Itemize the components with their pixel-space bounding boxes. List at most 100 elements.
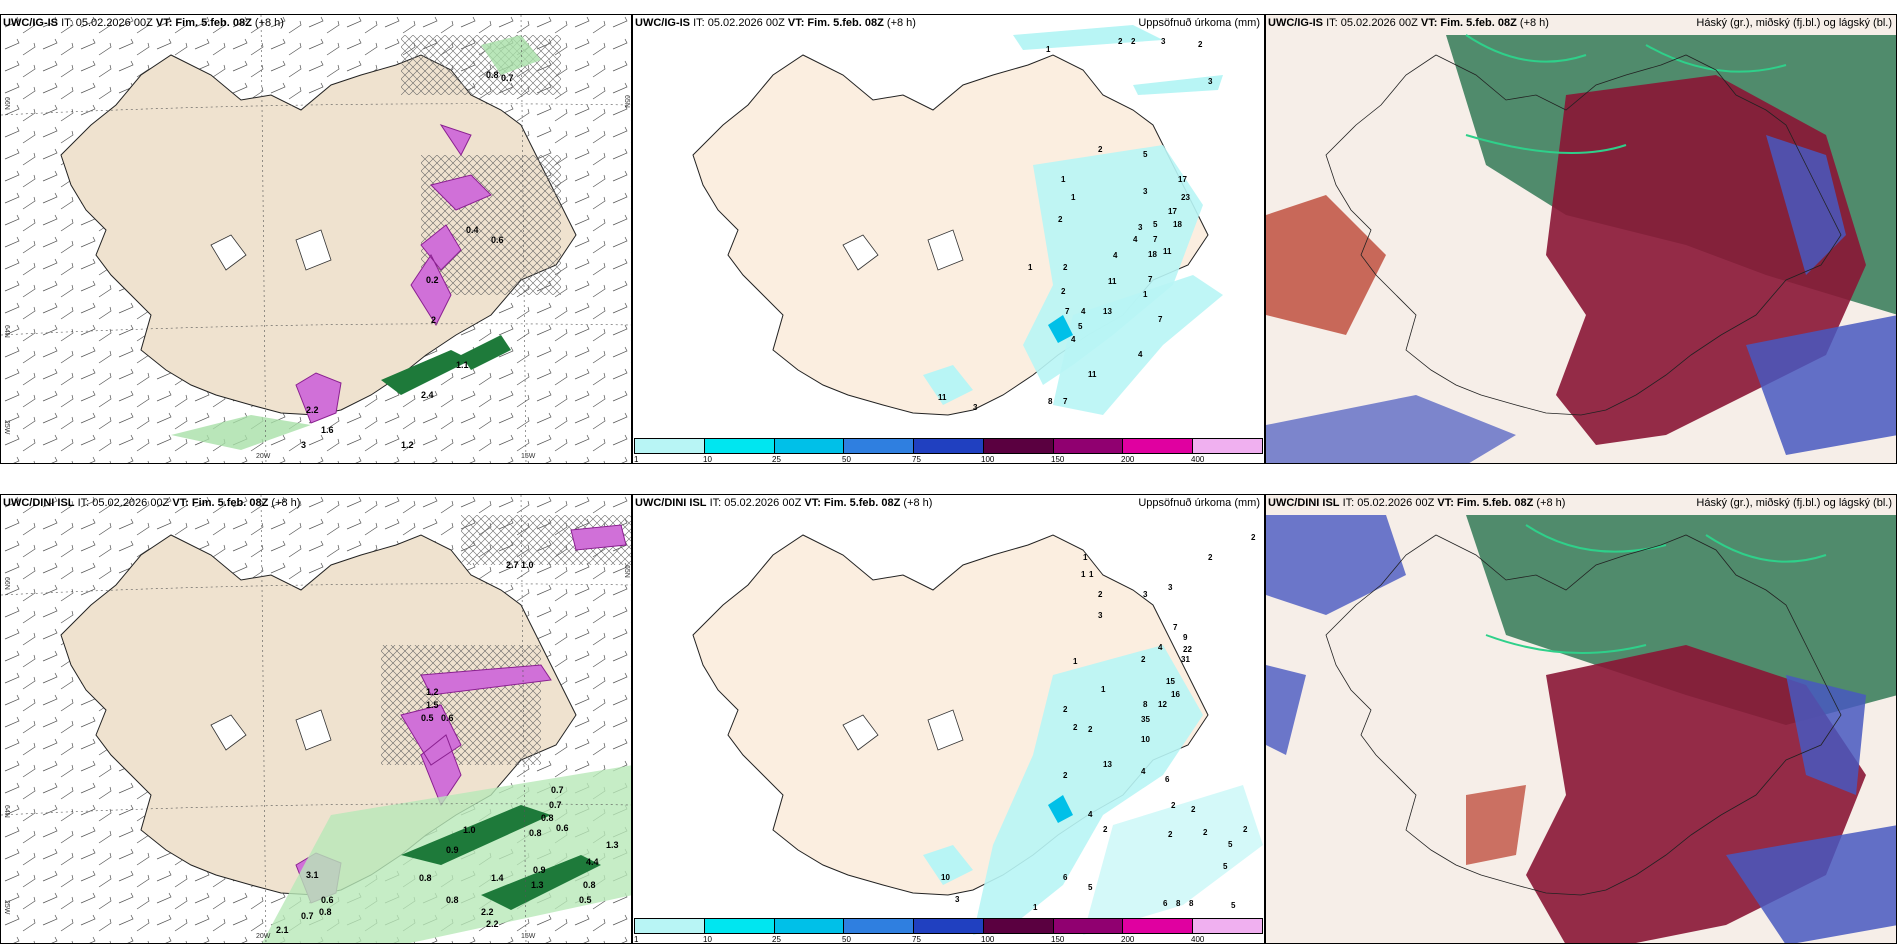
lat-label-65n: 65N xyxy=(623,95,630,108)
map-value-label: 2.2 xyxy=(486,919,499,929)
map-value-label: 1.4 xyxy=(491,873,504,883)
map-canvas xyxy=(692,25,1223,416)
map-value-label: 0.8 xyxy=(541,813,554,823)
precip-value: 3 xyxy=(1143,590,1148,599)
scale-tick: 100 xyxy=(981,935,995,944)
panel-parameter-title: Háský (gr.), miðský (fj.bl.) og lágský (… xyxy=(1696,17,1892,29)
precip-value: 2 xyxy=(1171,801,1176,810)
scale-tick: 100 xyxy=(981,455,995,464)
precip-value: 3 xyxy=(1168,583,1173,592)
precip-value: 3 xyxy=(1098,611,1103,620)
scale-swatch xyxy=(844,439,915,453)
precip-value: 23 xyxy=(1181,193,1190,202)
precip-value: 10 xyxy=(1141,735,1150,744)
precip-value: 18 xyxy=(1173,220,1182,229)
panel-title: UWC/DINI ISL IT: 05.02.2026 00Z VT: Fim.… xyxy=(3,497,301,509)
precip-value: 11 xyxy=(1108,277,1117,286)
map-canvas xyxy=(1,495,631,943)
map-value-label: 0.6 xyxy=(556,823,569,833)
precip-value: 4 xyxy=(1071,335,1076,344)
scale-tick: 10 xyxy=(703,455,712,464)
map-value-label: 1.0 xyxy=(463,825,476,835)
precip-value: 3 xyxy=(1143,187,1148,196)
precip-color-scale: 1 10 25 50 75 100 150 200 400 xyxy=(633,437,1264,463)
precip-value: 2 xyxy=(1141,655,1146,664)
map-value-label: 2.4 xyxy=(421,390,434,400)
map-value-label: 0.7 xyxy=(551,785,564,795)
map-value-label: 0.8 xyxy=(419,873,432,883)
precip-value: 11 xyxy=(1088,370,1097,379)
scale-tick: 1 xyxy=(634,455,639,464)
precip-value: 2 xyxy=(1061,287,1066,296)
precip-value: 2 xyxy=(1131,37,1136,46)
precip-value: 3 xyxy=(1138,223,1143,232)
precip-value: 2 xyxy=(1088,725,1093,734)
precip-color-scale: 1 10 25 50 75 100 150 200 400 xyxy=(633,917,1264,943)
precip-value: 2 xyxy=(1208,553,1213,562)
precip-value: 3 xyxy=(1208,77,1213,86)
scale-swatch xyxy=(1193,439,1263,453)
map-panel-dini-precip: UWC/DINI ISL IT: 05.02.2026 00Z VT: Fim.… xyxy=(632,494,1265,944)
map-value-label: 1.1 xyxy=(456,360,469,370)
precip-value: 12 xyxy=(1158,700,1167,709)
map-canvas xyxy=(1,15,631,463)
precip-value: 18 xyxy=(1148,250,1157,259)
map-value-label: 0.8 xyxy=(319,907,332,917)
map-value-label: 3 xyxy=(301,440,307,450)
map-value-label: 2.2 xyxy=(481,907,494,917)
precip-value: 6 xyxy=(1165,775,1170,784)
map-value-label: 0.8 xyxy=(446,895,459,905)
panel-parameter-title: Uppsöfnuð úrkoma (mm) xyxy=(1138,497,1260,509)
scale-swatch xyxy=(983,439,1054,453)
scale-swatch xyxy=(1193,919,1263,933)
precip-value: 11 xyxy=(1163,247,1172,256)
panel-parameter-title: Háský (gr.), miðský (fj.bl.) og lágský (… xyxy=(1696,497,1892,509)
lon-label-20w: 20W xyxy=(256,933,271,940)
map-canvas xyxy=(1266,495,1896,943)
map-panel-ig-is-wind: UWC/IG-IS IT: 05.02.2026 00Z VT: Fim. 5.… xyxy=(0,14,632,464)
map-value-label: 0.5 xyxy=(421,713,434,723)
precip-value: 1 xyxy=(1073,657,1078,666)
map-value-label: 2.2 xyxy=(306,405,319,415)
panel-title: UWC/IG-IS IT: 05.02.2026 00Z VT: Fim. 5.… xyxy=(1268,17,1549,29)
precip-value: 13 xyxy=(1103,760,1112,769)
scale-swatch xyxy=(704,439,775,453)
scale-swatch xyxy=(1123,919,1194,933)
precip-value: 2 xyxy=(1073,723,1078,732)
precip-value: 7 xyxy=(1065,307,1070,316)
map-value-label: 0.7 xyxy=(501,73,514,83)
lat-label-25w: 25W xyxy=(3,420,10,435)
precip-value: 2 xyxy=(1063,263,1068,272)
map-canvas xyxy=(692,534,1263,935)
lat-label-25w: 25W xyxy=(3,900,10,915)
map-value-label: 0.9 xyxy=(446,845,459,855)
precip-value: 1 xyxy=(1061,175,1066,184)
map-value-label: 1.2 xyxy=(401,440,414,450)
map-value-label: 0.4 xyxy=(466,225,479,235)
precip-value: 3 xyxy=(955,895,960,904)
precip-value: 16 xyxy=(1171,690,1180,699)
panel-title: UWC/IG-IS IT: 05.02.2026 00Z VT: Fim. 5.… xyxy=(635,17,916,29)
precip-value: 1 xyxy=(1143,290,1148,299)
map-panel-dini-wind: UWC/DINI ISL IT: 05.02.2026 00Z VT: Fim.… xyxy=(0,494,632,944)
precip-value: 2 xyxy=(1103,825,1108,834)
map-value-label: 1.3 xyxy=(531,880,544,890)
precip-value: 4 xyxy=(1088,810,1093,819)
panel-title: UWC/IG-IS IT: 05.02.2026 00Z VT: Fim. 5.… xyxy=(3,17,284,29)
precip-value: 2 xyxy=(1203,828,1208,837)
scale-tick: 10 xyxy=(703,935,712,944)
precip-value: 17 xyxy=(1168,207,1177,216)
map-value-label: 0.7 xyxy=(301,911,314,921)
precip-value: 2 xyxy=(1191,805,1196,814)
map-value-label: 1.5 xyxy=(426,700,439,710)
scale-swatch xyxy=(1053,919,1124,933)
precip-value: 4 xyxy=(1158,643,1163,652)
scale-swatch xyxy=(914,919,984,933)
panel-title: UWC/DINI ISL IT: 05.02.2026 00Z VT: Fim.… xyxy=(1268,497,1566,509)
precip-value: 1 xyxy=(1101,685,1106,694)
scale-tick: 150 xyxy=(1051,935,1065,944)
panel-parameter-title: Uppsöfnuð úrkoma (mm) xyxy=(1138,17,1260,29)
precip-value: 1 xyxy=(1081,570,1086,579)
scale-tick: 50 xyxy=(842,935,851,944)
precip-value: 5 xyxy=(1078,322,1083,331)
